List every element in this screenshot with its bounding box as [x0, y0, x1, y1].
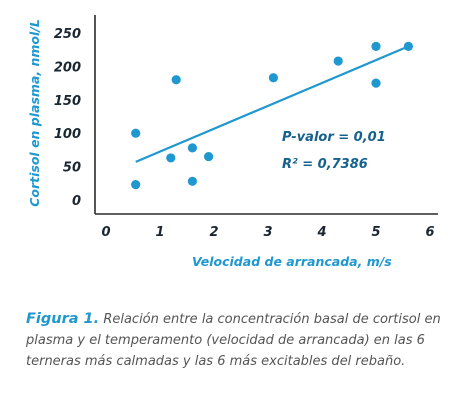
x-tick-labels: 0 1 2 3 4 5 6: [101, 225, 434, 240]
caption-text: Relación entre la concentración basal de…: [26, 312, 441, 369]
chart-axes: [94, 15, 438, 215]
data-point: [371, 41, 381, 51]
data-point: [333, 56, 343, 66]
data-points: [131, 41, 413, 190]
x-axis-title: Velocidad de arrancada, m/s: [192, 254, 392, 269]
data-point: [131, 180, 141, 190]
y-tick-label: 50: [63, 161, 81, 176]
y-tick-labels: 0 50 100 150 200 250: [54, 27, 81, 209]
x-tick-label: 5: [371, 225, 380, 240]
trend-line: [135, 45, 409, 163]
data-point: [171, 75, 181, 85]
y-tick-label: 100: [54, 127, 81, 142]
data-point: [268, 73, 278, 83]
y-tick-label: 150: [54, 94, 81, 109]
figure-caption: Figura 1. Relación entre la concentració…: [26, 309, 456, 372]
data-point: [187, 143, 197, 153]
x-tick-label: 4: [316, 225, 326, 240]
x-tick-label: 1: [155, 225, 164, 240]
data-point: [166, 153, 176, 163]
x-tick-label: 6: [425, 225, 434, 240]
scatter-chart: 0 50 100 150 200 250 0 1 2 3 4 5 6 P-valor = 0,01 R…: [27, 15, 438, 269]
p-value-annotation: P-valor = 0,01: [282, 130, 386, 145]
y-tick-label: 250: [54, 27, 81, 42]
y-tick-label: 200: [54, 60, 81, 75]
x-tick-label: 0: [101, 225, 110, 240]
x-tick-label: 2: [209, 225, 218, 240]
data-point: [187, 176, 197, 186]
figure-label: Figura 1.: [26, 311, 100, 327]
r2-annotation: R² = 0,7386: [282, 157, 368, 172]
data-point: [403, 41, 413, 51]
data-point: [131, 128, 141, 138]
data-point: [371, 78, 381, 88]
x-tick-label: 3: [263, 225, 272, 240]
data-point: [204, 151, 214, 162]
y-axis-title: Cortisol en plasma, nmol/L: [27, 19, 42, 207]
y-tick-label: 0: [72, 194, 81, 209]
